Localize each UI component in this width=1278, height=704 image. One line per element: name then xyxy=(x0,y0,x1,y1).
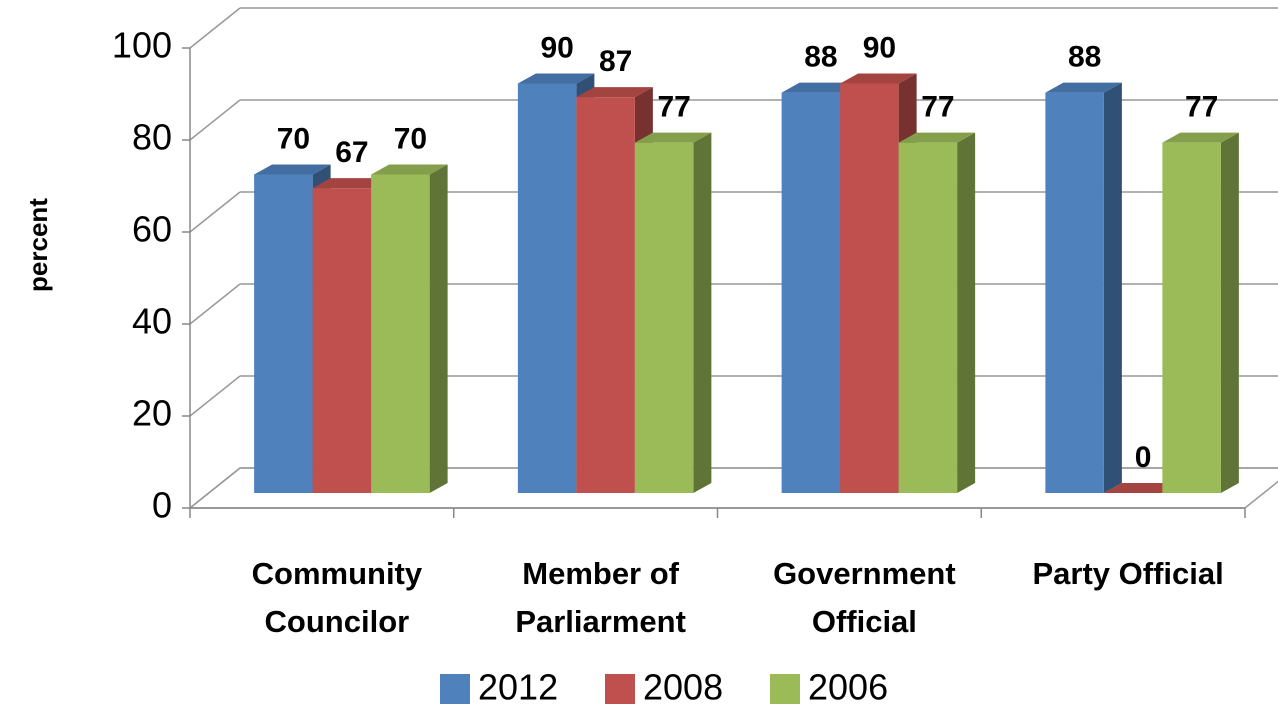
grid-line xyxy=(189,191,241,233)
bar-top xyxy=(312,178,390,189)
bar-front xyxy=(1162,142,1221,493)
bar-front xyxy=(312,188,372,493)
x-tick-label: Government Official xyxy=(773,556,956,639)
data-label: 88 xyxy=(1068,41,1101,74)
bar-side xyxy=(1103,82,1122,493)
grid-line xyxy=(189,467,241,509)
grid-line xyxy=(189,283,241,325)
data-label: 70 xyxy=(277,122,310,155)
y-tick-label: 20 xyxy=(132,393,172,434)
x-tick-label: Member of Parliarment xyxy=(515,556,686,639)
bar xyxy=(371,164,448,493)
bar-side xyxy=(957,132,976,493)
y-tick-label: 0 xyxy=(152,485,172,526)
y-tick-label: 60 xyxy=(132,209,172,250)
bar-front xyxy=(840,83,899,493)
bar-top xyxy=(371,164,448,175)
bar-top xyxy=(781,82,859,93)
data-label: 77 xyxy=(921,91,954,124)
bar-top xyxy=(576,87,653,98)
y-axis-label: percent xyxy=(23,198,53,292)
bar-top xyxy=(634,132,712,143)
data-label: 90 xyxy=(540,31,573,64)
bar-top xyxy=(254,164,331,175)
bar-front xyxy=(634,142,694,493)
data-label: 90 xyxy=(863,31,896,64)
grid-line xyxy=(189,99,241,141)
bar xyxy=(1045,82,1122,493)
grid-line xyxy=(189,375,241,417)
bar-top xyxy=(1103,483,1181,493)
y-tick-label: 100 xyxy=(112,25,172,66)
legend-swatch xyxy=(605,674,635,704)
x-tick-label: Community Councilor xyxy=(251,556,423,639)
legend-label: 2008 xyxy=(643,667,723,704)
bar xyxy=(898,132,976,493)
bar xyxy=(634,132,712,493)
y-tick-label: 80 xyxy=(132,117,172,158)
bar xyxy=(1162,132,1239,493)
y-tick-label: 40 xyxy=(132,301,172,342)
grid-line xyxy=(189,7,241,49)
legend-swatch xyxy=(770,674,800,704)
bar-side xyxy=(693,132,712,493)
bar-top xyxy=(898,132,976,143)
data-label: 87 xyxy=(599,45,632,78)
bar-top xyxy=(840,73,917,84)
bar-front xyxy=(254,174,313,493)
bar-front xyxy=(576,97,635,494)
data-label: 77 xyxy=(657,91,690,124)
x-tick-label: Party Official xyxy=(1032,556,1224,591)
bar-front xyxy=(371,174,430,493)
legend-label: 2012 xyxy=(478,667,558,704)
bar-top xyxy=(517,73,595,84)
bar-front xyxy=(1045,92,1104,493)
data-label: 88 xyxy=(804,41,837,74)
bar-top xyxy=(1045,82,1122,93)
bar-front xyxy=(898,142,958,493)
legend-swatch xyxy=(440,674,470,704)
data-label: 70 xyxy=(394,122,427,155)
data-label: 77 xyxy=(1185,91,1218,124)
bar-side xyxy=(1220,132,1239,493)
legend-label: 2006 xyxy=(808,667,888,704)
bar-top xyxy=(1162,132,1239,143)
bar-front xyxy=(781,92,841,493)
bar xyxy=(1103,483,1181,493)
bar-side xyxy=(429,164,448,493)
bar-front xyxy=(517,83,577,493)
data-label: 67 xyxy=(335,136,368,169)
data-label: 0 xyxy=(1135,441,1152,474)
